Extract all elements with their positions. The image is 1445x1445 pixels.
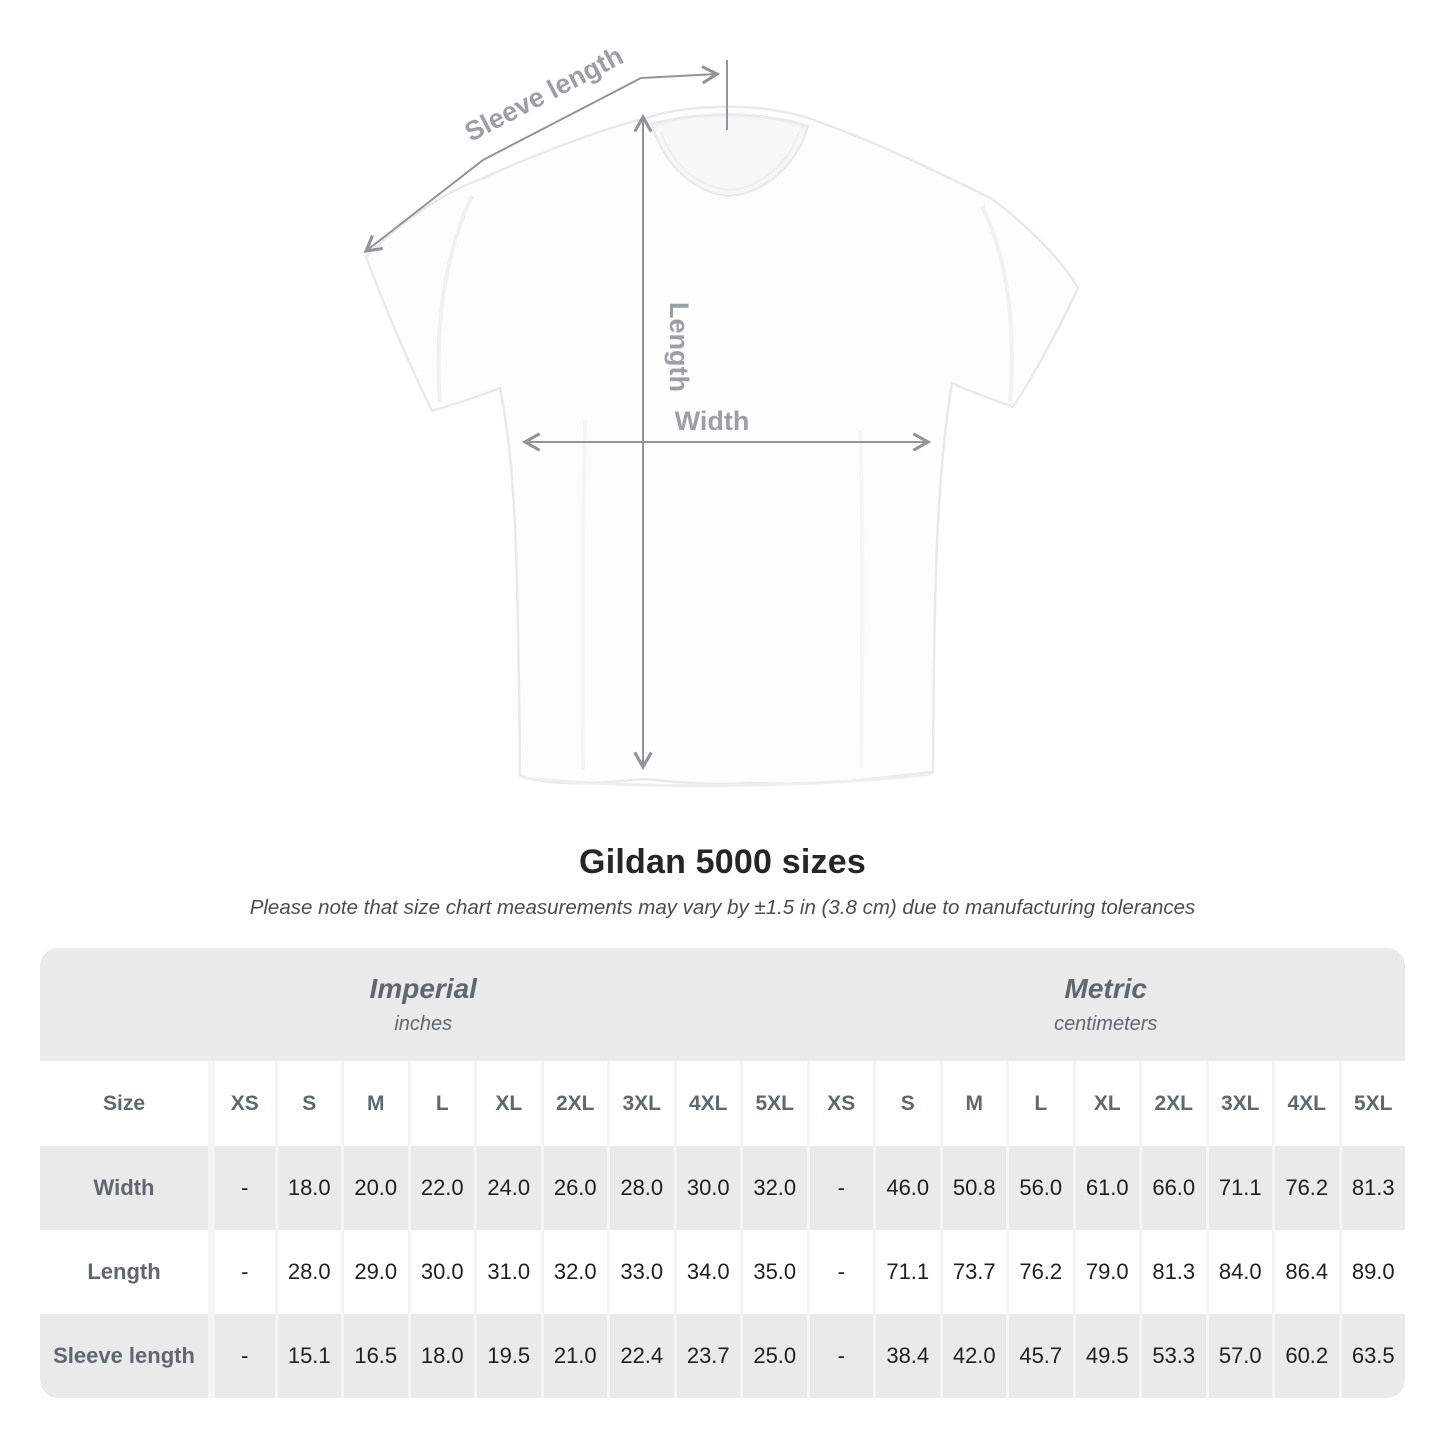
measurement-cell: 71.1	[873, 1230, 940, 1314]
size-column-header: M	[341, 1061, 408, 1146]
size-chart-table: Imperial inches Metric centimeters Size …	[40, 948, 1405, 1398]
measurement-cell: 76.2	[1272, 1146, 1339, 1230]
measurement-cell: 29.0	[341, 1230, 408, 1314]
measurement-cell: 22.4	[607, 1314, 674, 1398]
measurement-cell: 81.3	[1139, 1230, 1206, 1314]
measurement-cell: 49.5	[1072, 1314, 1139, 1398]
size-corner-header: Size	[40, 1061, 208, 1146]
measurement-cell: 42.0	[939, 1314, 1006, 1398]
measurement-cell: -	[806, 1146, 873, 1230]
measurement-cell: 15.1	[274, 1314, 341, 1398]
measurement-cell: 73.7	[939, 1230, 1006, 1314]
measurement-cell: -	[208, 1230, 275, 1314]
size-column-header: 5XL	[740, 1061, 807, 1146]
measurement-cell: 61.0	[1072, 1146, 1139, 1230]
length-label: Length	[664, 302, 694, 392]
table-row: Sleeve length -15.1 16.5 18.0 19.5 21.0 22.4 23…	[40, 1314, 1405, 1398]
measurement-cell: 63.5	[1338, 1314, 1405, 1398]
imperial-label: Imperial	[369, 973, 477, 1004]
tolerance-note: Please note that size chart measurements…	[249, 896, 1196, 919]
measurement-cell: 22.0	[407, 1146, 474, 1230]
measurement-cell: 86.4	[1272, 1230, 1339, 1314]
row-label: Width	[40, 1146, 208, 1230]
measurement-cell: 38.4	[873, 1314, 940, 1398]
measurement-cell: 20.0	[341, 1146, 408, 1230]
measurement-cell: 53.3	[1139, 1314, 1206, 1398]
table-row: Width -18.0 20.0 22.0 24.0 26.0 28.0 30.0 32.0-4…	[40, 1146, 1405, 1230]
measurement-cell: 71.1	[1205, 1146, 1272, 1230]
size-column-header: 3XL	[1205, 1061, 1272, 1146]
size-column-header: S	[274, 1061, 341, 1146]
measurement-cell: 35.0	[740, 1230, 807, 1314]
metric-unit: centimeters	[1054, 1013, 1158, 1035]
width-label: Width	[675, 406, 750, 436]
measurement-cell: -	[208, 1146, 275, 1230]
sleeve-arrow-diagonal	[363, 77, 642, 253]
imperial-unit: inches	[394, 1013, 453, 1035]
tshirt-illustration: Sleeve length Length Width	[363, 41, 1080, 788]
unit-section-row: Imperial inches Metric centimeters	[40, 948, 1405, 1061]
size-column-header: M	[939, 1061, 1006, 1146]
measurement-cell: 28.0	[274, 1230, 341, 1314]
size-column-header: L	[407, 1061, 474, 1146]
table-row: Length -28.0 29.0 30.0 31.0 32.0 33.0 34.0 35.0-…	[40, 1230, 1405, 1314]
measurement-cell: 76.2	[1006, 1230, 1073, 1314]
imperial-section-header: Imperial inches	[40, 948, 807, 1061]
sleeve-arrow-horizontal	[640, 65, 721, 85]
measurement-cell: 30.0	[407, 1230, 474, 1314]
size-column-header: 3XL	[607, 1061, 674, 1146]
metric-section-header: Metric centimeters	[806, 948, 1405, 1061]
measurement-cell: 28.0	[607, 1146, 674, 1230]
measurement-cell: 79.0	[1072, 1230, 1139, 1314]
measurement-cell: -	[806, 1314, 873, 1398]
tshirt-measurement-diagram: Sleeve length Length Width	[363, 41, 1080, 788]
size-column-header: 2XL	[1139, 1061, 1206, 1146]
measurement-cell: 31.0	[474, 1230, 541, 1314]
size-column-header: S	[873, 1061, 940, 1146]
measurement-cell: 19.5	[474, 1314, 541, 1398]
measurement-cell: 66.0	[1139, 1146, 1206, 1230]
measurement-cell: 57.0	[1205, 1314, 1272, 1398]
measurement-cell: 26.0	[540, 1146, 607, 1230]
measurement-cell: 24.0	[474, 1146, 541, 1230]
tshirt-shape	[364, 105, 1080, 788]
measurement-cell: 60.2	[1272, 1314, 1339, 1398]
size-header-row: Size XS S M L XL 2XL 3XL 4XL 5XL XS S M L XL 2XL 3XL 4XL…	[40, 1061, 1405, 1146]
size-column-header: XL	[474, 1061, 541, 1146]
size-column-header: L	[1006, 1061, 1073, 1146]
measurement-cell: 81.3	[1338, 1146, 1405, 1230]
size-column-header: 2XL	[540, 1061, 607, 1146]
measurement-cell: 32.0	[540, 1230, 607, 1314]
measurement-cell: 89.0	[1338, 1230, 1405, 1314]
measurement-cell: 32.0	[740, 1146, 807, 1230]
metric-label: Metric	[1064, 973, 1147, 1004]
measurement-cell: 34.0	[673, 1230, 740, 1314]
page-title: Gildan 5000 sizes	[579, 843, 866, 881]
size-column-header: XS	[208, 1061, 275, 1146]
row-label: Length	[40, 1230, 208, 1314]
measurement-cell: 84.0	[1205, 1230, 1272, 1314]
measurement-cell: 18.0	[274, 1146, 341, 1230]
measurement-cell: 33.0	[607, 1230, 674, 1314]
measurement-cell: 18.0	[407, 1314, 474, 1398]
measurement-cell: 45.7	[1006, 1314, 1073, 1398]
size-column-header: XL	[1072, 1061, 1139, 1146]
measurement-cell: 56.0	[1006, 1146, 1073, 1230]
size-column-header: XS	[806, 1061, 873, 1146]
size-column-header: 4XL	[1272, 1061, 1339, 1146]
measurement-cell: 46.0	[873, 1146, 940, 1230]
size-column-header: 5XL	[1338, 1061, 1405, 1146]
measurement-arrows	[363, 60, 932, 771]
measurement-cell: 30.0	[673, 1146, 740, 1230]
measurement-cell: -	[806, 1230, 873, 1314]
measurement-cell: 25.0	[740, 1314, 807, 1398]
measurement-cell: 23.7	[673, 1314, 740, 1398]
measurement-cell: 16.5	[341, 1314, 408, 1398]
measurement-cell: -	[208, 1314, 275, 1398]
size-column-header: 4XL	[673, 1061, 740, 1146]
row-label: Sleeve length	[40, 1314, 208, 1398]
measurement-cell: 50.8	[939, 1146, 1006, 1230]
measurement-cell: 21.0	[540, 1314, 607, 1398]
